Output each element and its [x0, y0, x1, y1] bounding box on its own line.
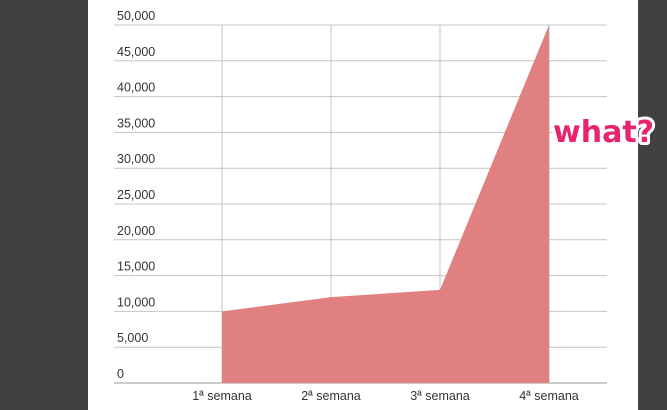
chart-annotation: what? [553, 115, 654, 150]
y-tick-label: 20,000 [117, 224, 155, 238]
x-tick-label: 4ª semana [519, 389, 579, 403]
y-tick-label: 45,000 [117, 45, 155, 59]
y-tick-label: 35,000 [117, 116, 155, 130]
axis-labels: 0 5,000 10,000 15,000 20,000 25,000 30,000 35,0… [117, 9, 579, 403]
y-tick-label: 25,000 [117, 188, 155, 202]
y-tick-label: 40,000 [117, 81, 155, 95]
series-area [221, 24, 550, 383]
y-tick-label: 30,000 [117, 152, 155, 166]
y-tick-label: 10,000 [117, 295, 155, 309]
y-tick-label: 50,000 [117, 9, 155, 23]
y-tick-label: 15,000 [117, 260, 155, 274]
x-tick-label: 3ª semana [410, 389, 470, 403]
y-tick-label: 5,000 [117, 331, 148, 345]
y-tick-label: 0 [117, 367, 124, 381]
area-series-0 [222, 25, 549, 383]
x-tick-label: 1ª semana [192, 389, 252, 403]
x-tick-label: 2ª semana [301, 389, 361, 403]
